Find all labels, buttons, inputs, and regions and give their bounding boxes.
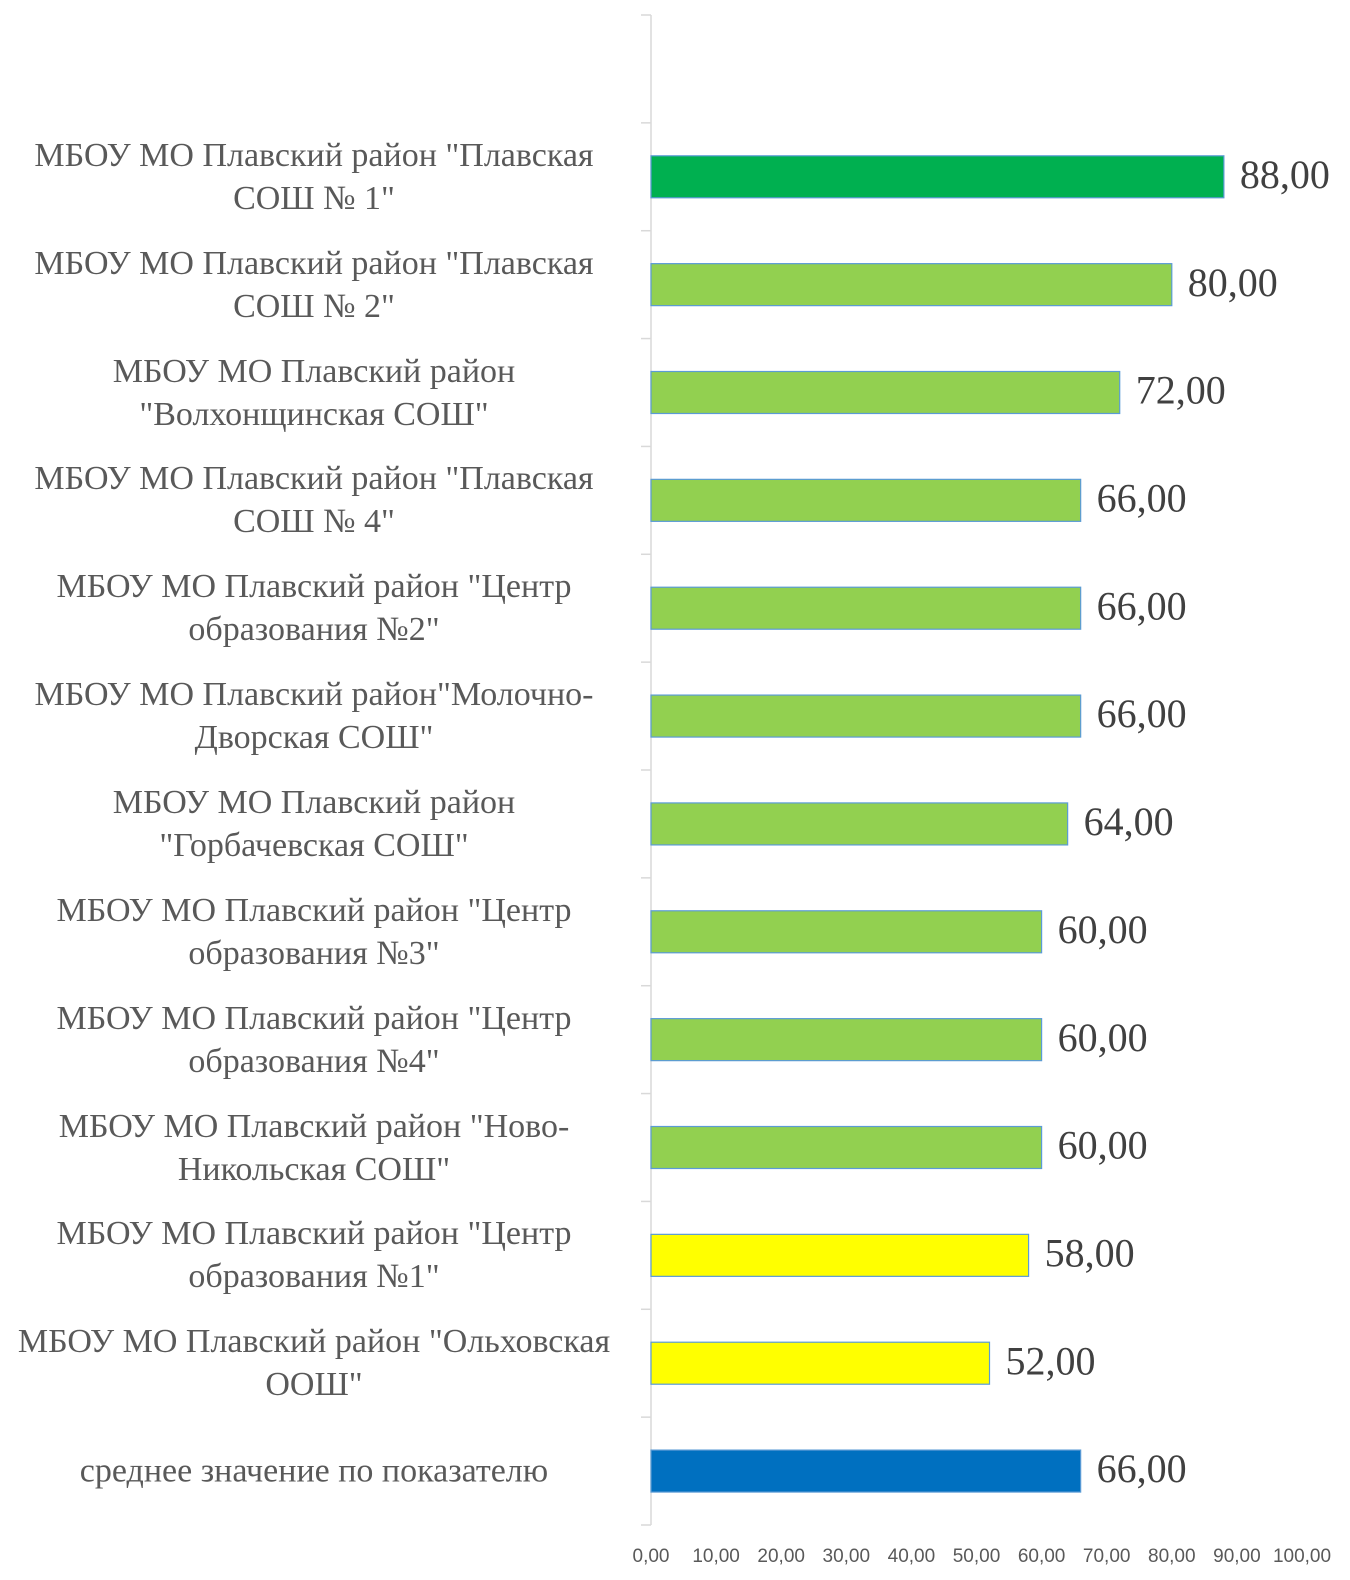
y-tick-label: МБОУ МО Плавский район "Плавская СОШ № 2… xyxy=(34,244,594,325)
value-label: 60,00 xyxy=(1058,1015,1148,1060)
bar xyxy=(650,155,1225,199)
x-tick-label: 30,00 xyxy=(823,1546,871,1567)
y-tick-label: среднее значение по показателю xyxy=(79,1452,549,1490)
bar xyxy=(650,586,1082,630)
value-label: 58,00 xyxy=(1045,1231,1135,1276)
y-tick-label: МБОУ МО Плавский район "Плавская СОШ № 4… xyxy=(34,460,594,541)
x-tick-label: 60,00 xyxy=(1018,1546,1066,1567)
value-label: 72,00 xyxy=(1136,368,1226,413)
bar xyxy=(650,1449,1082,1493)
value-label: 52,00 xyxy=(1006,1338,1096,1383)
value-label: 88,00 xyxy=(1240,152,1330,197)
bar xyxy=(650,694,1082,738)
value-label: 66,00 xyxy=(1097,1446,1187,1491)
y-tick-label: МБОУ МО Плавский район "Ново-Никольская … xyxy=(58,1107,570,1188)
bar xyxy=(650,478,1082,522)
value-label: 66,00 xyxy=(1097,691,1187,736)
y-tick-label: МБОУ МО Плавский район "Центр образовани… xyxy=(56,568,572,649)
bar xyxy=(650,1018,1043,1062)
x-tick-label: 50,00 xyxy=(953,1546,1001,1567)
x-tick-label: 70,00 xyxy=(1083,1546,1131,1567)
y-tick-label: МБОУ МО Плавский район "Волхонщинская СО… xyxy=(112,352,516,433)
y-tick-label: МБОУ МО Плавский район "Горбачевская СОШ… xyxy=(112,783,516,864)
value-label: 66,00 xyxy=(1097,583,1187,628)
x-tick-label: 100,00 xyxy=(1273,1546,1331,1567)
y-tick-label: МБОУ МО Плавский район "Ольховская ООШ" xyxy=(17,1323,611,1404)
bar xyxy=(650,263,1173,307)
x-tick-label: 10,00 xyxy=(692,1546,740,1567)
y-tick-label: МБОУ МО Плавский район "Плавская СОШ № 1… xyxy=(34,136,594,217)
bar xyxy=(650,910,1043,954)
bar xyxy=(650,1341,991,1385)
y-tick-label: МБОУ МО Плавский район "Центр образовани… xyxy=(56,891,572,972)
value-label: 60,00 xyxy=(1058,1123,1148,1168)
x-tick-label: 90,00 xyxy=(1213,1546,1261,1567)
value-label: 64,00 xyxy=(1084,799,1174,844)
x-tick-label: 20,00 xyxy=(757,1546,805,1567)
bar xyxy=(650,1233,1030,1277)
bar xyxy=(650,370,1121,415)
value-label: 66,00 xyxy=(1097,476,1187,521)
bar xyxy=(650,802,1069,846)
x-tick-label: 0,00 xyxy=(633,1546,670,1567)
value-label: 60,00 xyxy=(1058,907,1148,952)
bar xyxy=(650,1125,1043,1170)
y-tick-label: МБОУ МО Плавский район"Молочно-Дворская … xyxy=(34,676,594,757)
value-label: 80,00 xyxy=(1188,260,1278,305)
x-tick-label: 80,00 xyxy=(1148,1546,1196,1567)
y-tick-label: МБОУ МО Плавский район "Центр образовани… xyxy=(56,1215,572,1296)
y-tick-label: МБОУ МО Плавский район "Центр образовани… xyxy=(56,999,572,1080)
x-tick-label: 40,00 xyxy=(888,1546,936,1567)
